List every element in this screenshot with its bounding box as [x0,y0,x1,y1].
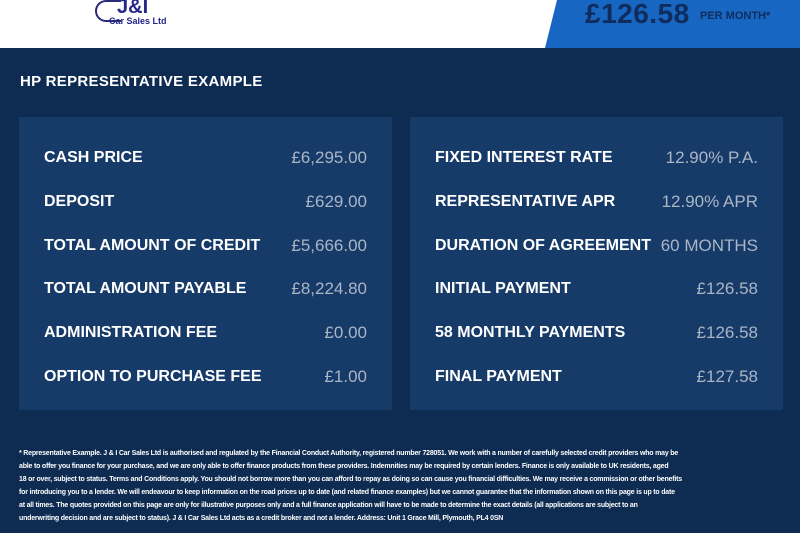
header: J&I Car Sales Ltd £126.58 PER MONTH* [0,0,800,48]
per-month-label: PER MONTH* [700,10,771,22]
row-value: £5,666.00 [291,235,367,255]
row-value: 12.90% P.A. [665,148,758,167]
finance-row: FINAL PAYMENT £127.58 [435,362,758,392]
finance-row: ADMINISTRATION FEE £0.00 [44,318,367,348]
disclaimer: * Representative Example. J & I Car Sale… [19,447,784,525]
row-label: DURATION OF AGREEMENT [435,236,651,254]
finance-row: DURATION OF AGREEMENT 60 MONTHS [435,231,758,261]
finance-row: INITIAL PAYMENT £126.58 [435,274,758,304]
finance-row: TOTAL AMOUNT OF CREDIT £5,666.00 [44,231,367,261]
row-value: £127.58 [696,367,758,386]
row-value: £629.00 [305,191,367,211]
price-banner [545,0,800,48]
row-label: OPTION TO PURCHASE FEE [44,368,262,385]
row-value: 12.90% APR [661,191,758,211]
row-label: TOTAL AMOUNT OF CREDIT [44,236,261,254]
section-title: HP REPRESENTATIVE EXAMPLE [20,73,263,90]
finance-row: OPTION TO PURCHASE FEE £1.00 [44,362,367,392]
row-value: £0.00 [324,323,367,343]
disclaimer-line: at all times. The quotes provided on thi… [19,502,638,509]
disclaimer-line: for introducing you to a lender. We will… [19,489,675,496]
row-value: £6,295.00 [291,148,367,167]
row-label: TOTAL AMOUNT PAYABLE [44,280,247,298]
logo-text: J&I [117,0,149,18]
row-value: £1.00 [324,367,367,386]
row-label: FIXED INTEREST RATE [435,149,613,166]
row-label: ADMINISTRATION FEE [44,324,218,342]
row-label: 58 MONTHLY PAYMENTS [435,324,626,342]
row-label: INITIAL PAYMENT [435,280,571,298]
disclaimer-line: underwriting decision and are subject to… [19,515,504,522]
disclaimer-line: * Representative Example. J & I Car Sale… [19,450,679,457]
finance-row: REPRESENTATIVE APR 12.90% APR [435,187,758,217]
finance-row: 58 MONTHLY PAYMENTS £126.58 [435,318,758,348]
row-value: £126.58 [696,323,758,343]
finance-row: CASH PRICE £6,295.00 [44,143,367,173]
finance-panel-right: FIXED INTEREST RATE 12.90% P.A. REPRESENTA… [410,117,783,410]
car-logo-icon [95,0,121,22]
finance-panel-left: CASH PRICE £6,295.00 DEPOSIT £629.00 TOTAL A… [19,117,392,410]
finance-row: TOTAL AMOUNT PAYABLE £8,224.80 [44,274,367,304]
monthly-price: £126.58 [585,0,690,29]
finance-row: DEPOSIT £629.00 [44,187,367,217]
logo[interactable]: J&I Car Sales Ltd [95,0,175,34]
logo-subtitle: Car Sales Ltd [109,16,167,26]
disclaimer-line: 18 or over, subject to status. Terms and… [19,476,682,483]
finance-row: FIXED INTEREST RATE 12.90% P.A. [435,143,758,173]
row-value: £8,224.80 [291,279,367,299]
row-value: 60 MONTHS [660,235,758,255]
disclaimer-line: able to offer you finance for your purch… [19,463,669,470]
row-label: DEPOSIT [44,192,115,210]
row-value: £126.58 [696,279,758,299]
row-label: FINAL PAYMENT [435,368,562,385]
row-label: CASH PRICE [44,149,143,166]
row-label: REPRESENTATIVE APR [435,192,616,210]
